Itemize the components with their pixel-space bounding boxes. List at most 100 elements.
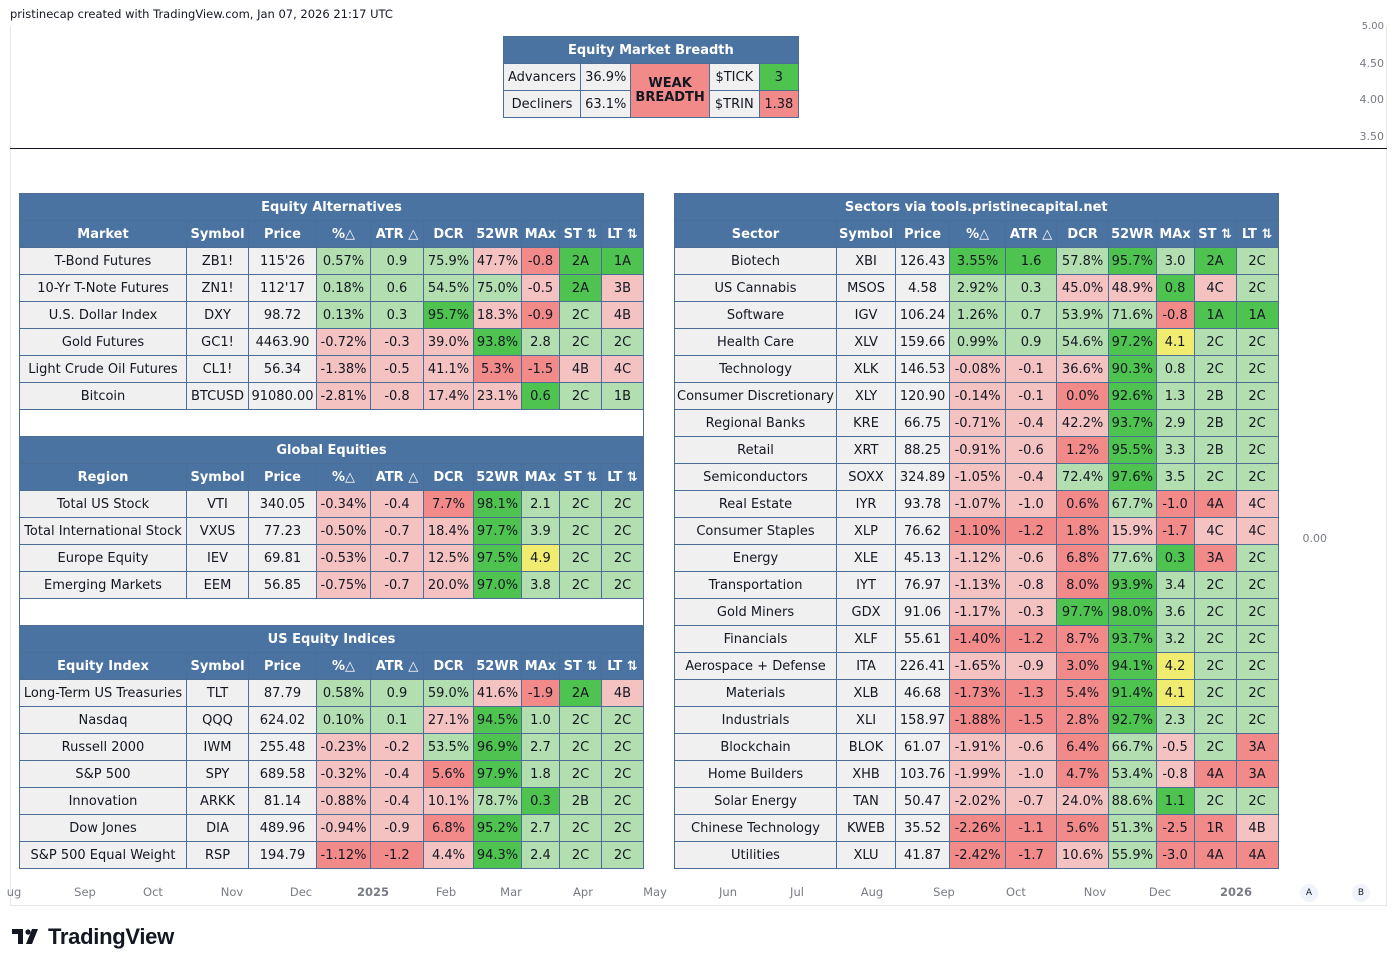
table-row: Total US Stock VTI 340.05 -0.34% -0.4 7.7% 98.… [19,490,644,518]
cell-max: -0.8 [1155,301,1195,329]
cell-lt-stage: 2C [1235,274,1279,302]
column-header-pct-change[interactable]: %△ [949,220,1007,248]
pane-divider[interactable] [10,148,1387,149]
cell-price: 87.79 [248,679,317,707]
auto-scale-button[interactable]: A [1300,884,1318,902]
column-header-name[interactable]: Equity Index [19,652,187,680]
column-header-price[interactable]: Price [248,652,317,680]
column-header-lt-stage[interactable]: LT ⇅ [1235,220,1279,248]
column-header-atr-change[interactable]: ATR △ [370,463,424,491]
cell-lt-stage: 2C [1235,787,1279,815]
cell-st-stage: 1R [1193,814,1237,842]
column-header-atr-change[interactable]: ATR △ [370,220,424,248]
cell-price: 4463.90 [248,328,317,356]
table-header-row: Region Symbol Price %△ ATR △ DCR 52WR MAx ST ⇅ LT… [19,463,644,491]
cell-max: -0.9 [521,301,560,329]
cell-price: 69.81 [248,544,317,572]
column-header-name[interactable]: Market [19,220,187,248]
cell-max: 2.1 [521,490,560,518]
column-header-atr-change[interactable]: ATR △ [1005,220,1058,248]
column-header-symbol[interactable]: Symbol [835,220,897,248]
table-row: U.S. Dollar Index DXY 98.72 0.13% 0.3 95.7% 18… [19,301,644,329]
column-header-price[interactable]: Price [895,220,951,248]
column-header-atr-change[interactable]: ATR △ [370,652,424,680]
cell-52wr: 93.7% [1108,409,1157,437]
column-header-st-stage[interactable]: ST ⇅ [559,652,602,680]
cell-atr-change: 0.3 [370,301,424,329]
cell-lt-stage: 2C [601,760,644,788]
cell-name: Software [674,301,837,329]
column-header-pct-change[interactable]: %△ [316,220,371,248]
column-header-st-stage[interactable]: ST ⇅ [559,220,602,248]
cell-dcr: 5.6% [1056,814,1110,842]
column-header-name[interactable]: Sector [674,220,837,248]
column-header-pct-change[interactable]: %△ [316,652,371,680]
cell-price: 624.02 [248,706,317,734]
cell-symbol: RSP [186,841,249,869]
column-header-pct-change[interactable]: %△ [316,463,371,491]
table-row: Technology XLK 146.53 -0.08% -0.1 36.6% 90.3% 0… [674,355,1279,383]
column-header-lt-stage[interactable]: LT ⇅ [601,463,644,491]
column-header-dcr[interactable]: DCR [423,220,474,248]
cell-atr-change: -0.1 [1005,355,1058,383]
column-header-max[interactable]: MAx [1155,220,1195,248]
cell-st-stage: 2C [559,490,602,518]
cell-lt-stage: 2C [601,814,644,842]
cell-lt-stage: 2C [1235,598,1279,626]
column-header-52wr[interactable]: 52WR [473,463,522,491]
column-header-52wr[interactable]: 52WR [1108,220,1157,248]
cell-symbol: MSOS [835,274,897,302]
cell-st-stage: 2C [1193,571,1237,599]
cell-price: 91080.00 [248,382,317,410]
trin-value: 1.38 [758,90,799,118]
cell-pct-change: 1.26% [949,301,1007,329]
cell-symbol: XHB [835,760,897,788]
log-scale-button[interactable]: B [1352,884,1370,902]
column-header-max[interactable]: MAx [521,220,560,248]
table-header-row: Sector Symbol Price %△ ATR △ DCR 52WR MAx ST ⇅ LT… [674,220,1279,248]
cell-name: Energy [674,544,837,572]
cell-symbol: XLU [835,841,897,869]
cell-52wr: 47.7% [473,247,522,275]
cell-52wr: 97.5% [473,544,522,572]
cell-pct-change: -2.26% [949,814,1007,842]
column-header-name[interactable]: Region [19,463,187,491]
column-header-max[interactable]: MAx [521,652,560,680]
column-header-52wr[interactable]: 52WR [473,652,522,680]
cell-st-stage: 2B [1193,409,1237,437]
column-header-symbol[interactable]: Symbol [186,652,249,680]
table-row: Utilities XLU 41.87 -2.42% -1.7 10.6% 55.9% -3.… [674,841,1279,869]
tradingview-logo[interactable]: TradingView [12,924,174,950]
cell-pct-change: -2.42% [949,841,1007,869]
cell-lt-stage: 3A [1235,733,1279,761]
column-header-st-stage[interactable]: ST ⇅ [1193,220,1237,248]
column-header-max[interactable]: MAx [521,463,560,491]
cell-name: Consumer Discretionary [674,382,837,410]
column-header-dcr[interactable]: DCR [423,463,474,491]
column-header-dcr[interactable]: DCR [1056,220,1110,248]
cell-lt-stage: 2C [1235,247,1279,275]
cell-dcr: 7.7% [423,490,474,518]
column-header-symbol[interactable]: Symbol [186,463,249,491]
cell-dcr: 17.4% [423,382,474,410]
cell-pct-change: -1.99% [949,760,1007,788]
column-header-52wr[interactable]: 52WR [473,220,522,248]
column-header-price[interactable]: Price [248,220,317,248]
advancers-value: 36.9% [580,63,632,91]
cell-52wr: 94.5% [473,706,522,734]
cell-price: 88.25 [895,436,951,464]
cell-st-stage: 2C [559,301,602,329]
cell-52wr: 92.6% [1108,382,1157,410]
equity-alternatives-title: Equity Alternatives [19,193,644,221]
cell-52wr: 5.3% [473,355,522,383]
column-header-lt-stage[interactable]: LT ⇅ [601,220,644,248]
column-header-price[interactable]: Price [248,463,317,491]
column-header-st-stage[interactable]: ST ⇅ [559,463,602,491]
cell-dcr: 4.7% [1056,760,1110,788]
cell-dcr: 0.6% [1056,490,1110,518]
cell-symbol: BLOK [835,733,897,761]
column-header-dcr[interactable]: DCR [423,652,474,680]
cell-symbol: SPY [186,760,249,788]
column-header-symbol[interactable]: Symbol [186,220,249,248]
column-header-lt-stage[interactable]: LT ⇅ [601,652,644,680]
